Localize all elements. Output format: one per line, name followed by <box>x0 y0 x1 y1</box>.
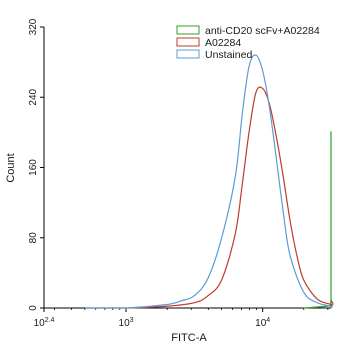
series-line-1 <box>303 131 334 309</box>
legend-swatch <box>176 25 200 35</box>
x-axis-title: FITC-A <box>171 332 207 343</box>
x-tick-label: 104 <box>255 317 270 329</box>
legend-swatch <box>176 37 200 47</box>
x-tick-label: 103 <box>119 317 134 329</box>
legend-label: Unstained <box>205 49 252 61</box>
y-tick-label: 80 <box>28 232 39 244</box>
legend-label: anti-CD20 scFv+A02284 <box>205 25 320 37</box>
axes <box>43 27 331 309</box>
x-tick-label: 102.4 <box>34 317 55 329</box>
series-line-2 <box>85 86 333 309</box>
y-tick-label: 320 <box>28 18 39 35</box>
y-axis-title: Count <box>5 153 17 182</box>
y-tick-label: 160 <box>28 159 39 176</box>
y-tick-label: 0 <box>28 305 39 311</box>
curves <box>85 54 334 309</box>
y-tick-label: 240 <box>28 88 39 105</box>
legend-swatch <box>176 49 200 59</box>
legend-label: A02284 <box>205 37 241 49</box>
ticks: 102.4103104105106107107.5080160240320 <box>28 18 329 329</box>
series-line-3 <box>85 54 333 309</box>
